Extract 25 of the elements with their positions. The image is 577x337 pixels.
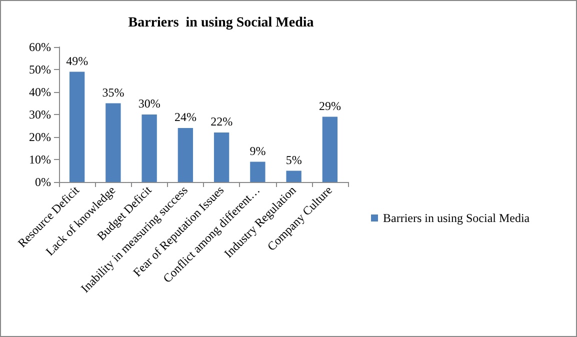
bar <box>286 170 302 182</box>
y-tick-label: 10% <box>29 152 51 166</box>
bar <box>69 72 85 182</box>
bar <box>322 116 338 182</box>
data-label: 9% <box>250 144 266 158</box>
y-tick-label: 40% <box>29 85 51 99</box>
data-label: 35% <box>102 85 124 100</box>
bar <box>250 162 266 182</box>
bar <box>214 132 230 182</box>
bar <box>142 114 157 182</box>
data-label: 22% <box>210 114 233 128</box>
y-tick-label: 30% <box>29 108 51 122</box>
legend-label: Barriers in using Social Media <box>383 211 530 225</box>
y-tick-label: 20% <box>29 130 51 144</box>
data-label: 30% <box>138 96 160 110</box>
chart-title: Barriers in using Social Media <box>128 16 314 30</box>
data-label: 24% <box>174 110 196 124</box>
bar <box>106 103 121 182</box>
data-label: 49% <box>66 54 88 68</box>
data-label: 5% <box>286 152 302 167</box>
bar <box>178 128 194 182</box>
y-tick-label: 0% <box>35 175 51 189</box>
data-label: 29% <box>318 98 341 113</box>
y-tick-label: 50% <box>29 62 51 76</box>
y-tick-label: 60% <box>29 40 51 54</box>
